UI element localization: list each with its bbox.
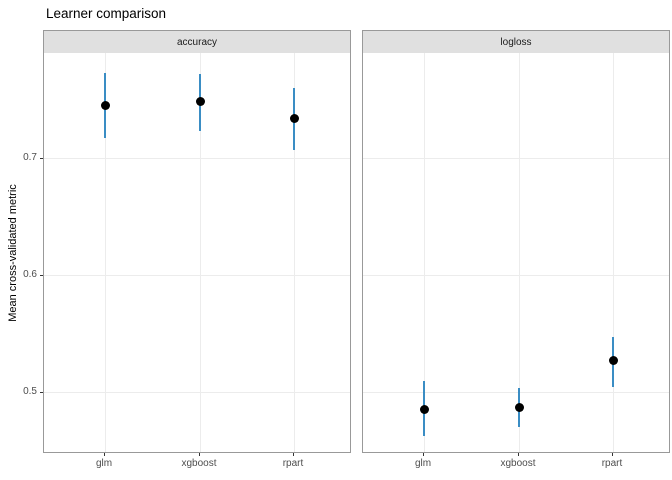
y-tick-mark <box>40 392 43 393</box>
y-tick-label-0.5: 0.5 <box>23 386 37 397</box>
y-tick-label-0.6: 0.6 <box>23 269 37 280</box>
grid-line-horizontal <box>363 158 669 159</box>
facet-strip-label: logloss <box>500 36 532 48</box>
x-tick-label-rpart: rpart <box>601 458 623 469</box>
y-tick-label-0.7: 0.7 <box>23 152 37 163</box>
grid-line-horizontal <box>44 392 350 393</box>
x-tick-label-xgboost: xgboost <box>500 458 536 469</box>
grid-line-horizontal <box>363 275 669 276</box>
grid-line-horizontal <box>44 158 350 159</box>
data-point-rpart-logloss <box>608 355 618 365</box>
x-tick-label-glm: glm <box>414 458 432 469</box>
data-point-xgboost-accuracy <box>195 97 205 107</box>
x-tick-label-rpart: rpart <box>282 458 304 469</box>
grid-line-vertical <box>424 53 425 452</box>
facet-strip-logloss: logloss <box>362 30 670 54</box>
x-tick-label-xgboost: xgboost <box>181 458 217 469</box>
x-tick-mark <box>518 453 519 456</box>
facet-strip-accuracy: accuracy <box>43 30 351 54</box>
facet-strip-label: accuracy <box>176 36 217 48</box>
grid-line-vertical <box>200 53 201 452</box>
data-point-xgboost-logloss <box>514 402 524 412</box>
grid-line-vertical <box>105 53 106 452</box>
grid-line-vertical <box>294 53 295 452</box>
x-tick-mark <box>104 453 105 456</box>
y-tick-mark <box>40 275 43 276</box>
y-axis-title: Mean cross-validated metric <box>7 184 19 322</box>
x-tick-mark <box>293 453 294 456</box>
data-point-glm-accuracy <box>100 100 110 110</box>
y-tick-mark <box>40 158 43 159</box>
grid-line-vertical <box>613 53 614 452</box>
x-tick-mark <box>612 453 613 456</box>
x-tick-mark <box>199 453 200 456</box>
data-point-rpart-accuracy <box>289 113 299 123</box>
data-point-glm-logloss <box>419 405 429 415</box>
facet-panel-accuracy <box>43 53 351 453</box>
x-tick-label-glm: glm <box>95 458 113 469</box>
grid-line-horizontal <box>363 392 669 393</box>
grid-line-horizontal <box>44 275 350 276</box>
x-tick-mark <box>423 453 424 456</box>
grid-line-vertical <box>519 53 520 452</box>
plot-title: Learner comparison <box>46 6 167 21</box>
facet-panel-logloss <box>362 53 670 453</box>
